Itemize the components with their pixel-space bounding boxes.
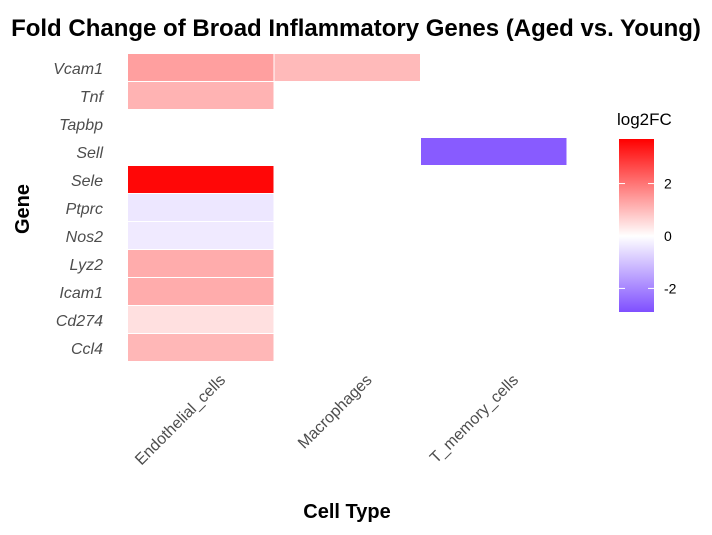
x-tick-label: Endothelial_cells — [132, 372, 229, 469]
heatmap-cell-t_memory_cells-sell — [421, 138, 567, 165]
heatmap-cell-endothelial_cells-tapbp — [128, 110, 274, 137]
y-tick-label: Ccl4 — [71, 341, 103, 358]
color-legend: log2FC 2 0 -2 — [617, 110, 677, 312]
y-axis-ticks: Ccl4 Cd274 Icam1 Lyz2 Nos2 Ptprc Sele Sell Tapbp… — [53, 61, 104, 358]
y-tick-label: Vcam1 — [53, 61, 103, 78]
heatmap-cell-endothelial_cells-tnf — [128, 82, 274, 109]
y-tick-label: Nos2 — [66, 229, 103, 246]
heatmap-cell-endothelial_cells-nos2 — [128, 222, 274, 249]
legend-colorbar — [619, 139, 654, 312]
y-tick-label: Lyz2 — [69, 257, 103, 274]
heatmap-cell-endothelial_cells-icam1 — [128, 278, 274, 305]
y-axis-title: Gene — [12, 184, 34, 234]
heatmap-cell-macrophages-vcam1 — [274, 54, 420, 81]
heatmap-cell-endothelial_cells-cd274 — [128, 306, 274, 333]
x-axis-title: Cell Type — [303, 501, 390, 523]
x-tick-label: Macrophages — [295, 372, 376, 453]
x-tick-label: T_memory_cells — [427, 372, 522, 467]
y-tick-label: Icam1 — [59, 285, 103, 302]
heatmap-cell-endothelial_cells-ptprc — [128, 194, 274, 221]
heatmap-cell-endothelial_cells-lyz2 — [128, 250, 274, 277]
x-axis-ticks: Endothelial_cells Macrophages T_memory_cel… — [132, 372, 522, 469]
legend-tick-label: 0 — [664, 228, 672, 244]
chart-title: Fold Change of Broad Inflammatory Genes … — [11, 15, 701, 42]
y-tick-label: Tnf — [80, 89, 105, 106]
heatmap-cell-endothelial_cells-ccl4 — [128, 334, 274, 361]
legend-tick-label: 2 — [664, 176, 672, 192]
heatmap-cell-endothelial_cells-sele — [128, 166, 274, 193]
y-tick-label: Ptprc — [66, 201, 103, 218]
heatmap-cell-endothelial_cells-vcam1 — [128, 54, 274, 81]
y-tick-label: Sele — [71, 173, 103, 190]
legend-tick-label: -2 — [664, 280, 677, 296]
heatmap-cells — [128, 54, 567, 361]
y-tick-label: Cd274 — [56, 313, 103, 330]
y-tick-label: Sell — [76, 145, 103, 162]
y-tick-label: Tapbp — [59, 117, 103, 134]
legend-title: log2FC — [617, 110, 672, 129]
